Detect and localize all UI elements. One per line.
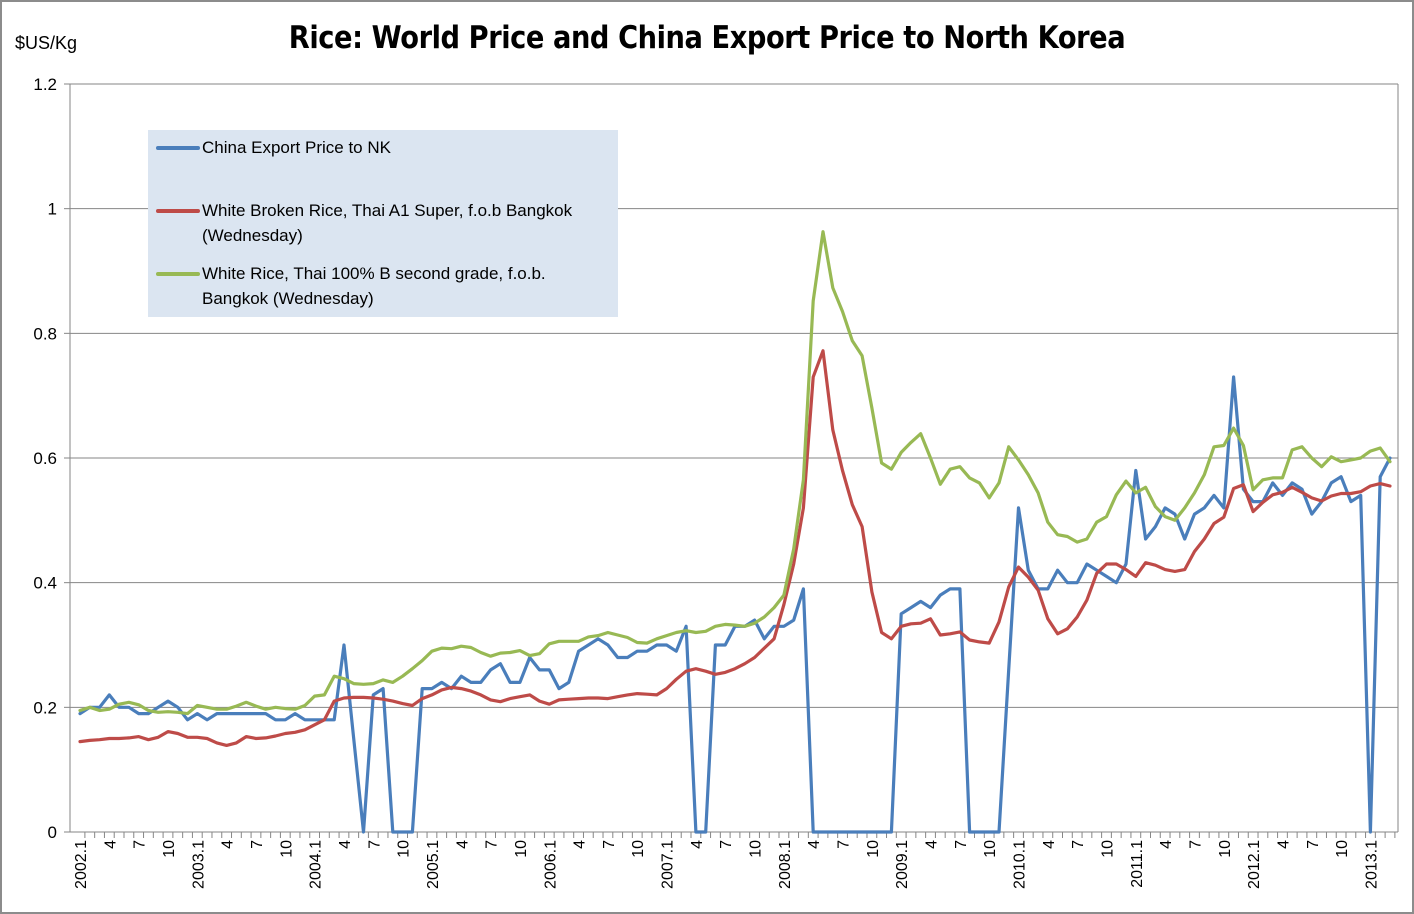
x-tick-label: 10 xyxy=(1099,840,1116,858)
legend-swatch xyxy=(156,146,200,150)
x-tick-label: 7 xyxy=(366,840,383,849)
x-tick-label: 10 xyxy=(865,840,882,858)
chart-title: Rice: World Price and China Export Price… xyxy=(288,20,1126,56)
x-tick-label: 4 xyxy=(102,840,119,849)
legend-swatch xyxy=(156,209,200,213)
x-tick-label: 7 xyxy=(249,840,266,849)
x-tick-label: 2007.1 xyxy=(660,840,677,889)
x-tick-label: 10 xyxy=(1334,840,1351,858)
x-tick-label: 4 xyxy=(1158,840,1175,849)
x-tick-label: 4 xyxy=(806,840,823,849)
legend-label: China Export Price to NK xyxy=(202,138,391,157)
legend: China Export Price to NK White Broken Ri… xyxy=(148,130,618,317)
x-tick-label: 4 xyxy=(572,840,589,849)
x-tick-label: 4 xyxy=(1041,840,1058,849)
x-tick-label: 2013.1 xyxy=(1363,840,1380,889)
x-tick-label: 4 xyxy=(220,840,237,849)
x-tick-label: 10 xyxy=(396,840,413,858)
x-tick-label: 2012.1 xyxy=(1246,840,1263,889)
x-tick-label: 10 xyxy=(1217,840,1234,858)
x-tick-label: 4 xyxy=(337,840,354,849)
x-tick-label: 2008.1 xyxy=(777,840,794,889)
series-line-1 xyxy=(78,349,1392,748)
x-tick-label: 7 xyxy=(1187,840,1204,849)
y-tick-label: 0.4 xyxy=(33,574,57,593)
y-tick-label: 0.6 xyxy=(33,449,57,468)
x-tick-label: 7 xyxy=(484,840,501,849)
x-tick-label: 7 xyxy=(718,840,735,849)
y-tick-label: 0.2 xyxy=(33,698,57,717)
x-tick-label: 7 xyxy=(836,840,853,849)
legend-label: Bangkok (Wednesday) xyxy=(202,289,374,308)
x-tick-label: 2006.1 xyxy=(542,840,559,889)
x-tick-label: 4 xyxy=(924,840,941,849)
x-tick-label: 10 xyxy=(513,840,530,858)
y-tick-label: 0 xyxy=(48,823,57,842)
x-tick-label: 10 xyxy=(630,840,647,858)
x-tick-label: 2004.1 xyxy=(308,840,325,889)
x-tick-label: 7 xyxy=(601,840,618,849)
legend-label: White Rice, Thai 100% B second grade, f.… xyxy=(202,264,546,283)
x-tick-label: 2002.1 xyxy=(73,840,90,889)
x-tick-label: 10 xyxy=(982,840,999,858)
x-tick-label: 10 xyxy=(278,840,295,858)
x-tick-label: 7 xyxy=(1070,840,1087,849)
y-axis-label: $US/Kg xyxy=(15,33,78,53)
x-tick-label: 4 xyxy=(454,840,471,849)
x-tick-label: 7 xyxy=(953,840,970,849)
x-tick-label: 7 xyxy=(132,840,149,849)
x-tick-label: 2003.1 xyxy=(190,840,207,889)
x-tick-label: 10 xyxy=(748,840,765,858)
x-tick-label: 4 xyxy=(689,840,706,849)
y-tick-label: 1 xyxy=(48,200,57,219)
x-tick-label: 2011.1 xyxy=(1129,840,1146,888)
legend-label: White Broken Rice, Thai A1 Super, f.o.b … xyxy=(202,201,573,220)
x-tick-label: 4 xyxy=(1275,840,1292,849)
x-tick-label: 10 xyxy=(161,840,178,858)
legend-label: (Wednesday) xyxy=(202,226,303,245)
legend-swatch xyxy=(156,272,200,276)
y-tick-label: 1.2 xyxy=(33,75,57,94)
series-line-2 xyxy=(78,230,1392,716)
x-tick-label: 2010.1 xyxy=(1012,840,1029,889)
x-tick-label: 2009.1 xyxy=(894,840,911,889)
series-line-0 xyxy=(78,375,1392,834)
x-tick-label: 2005.1 xyxy=(425,840,442,889)
y-tick-label: 0.8 xyxy=(33,324,57,343)
x-tick-label: 7 xyxy=(1305,840,1322,849)
